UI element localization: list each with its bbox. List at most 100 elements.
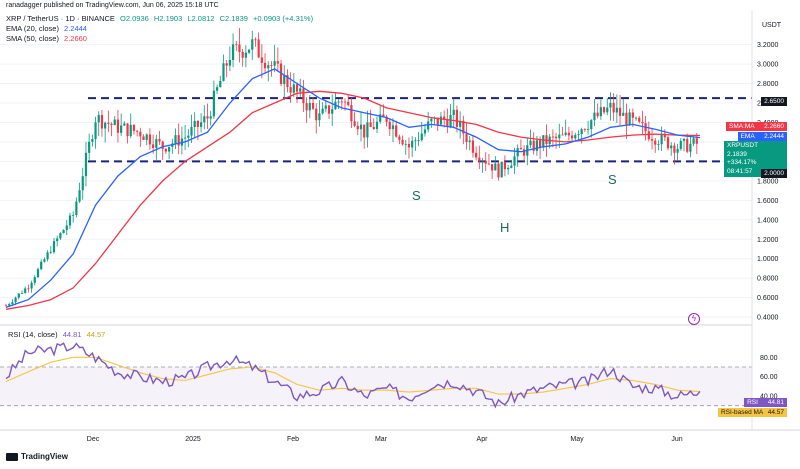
price-tick-label: 3.0000	[757, 62, 779, 69]
candle-body	[395, 125, 398, 137]
candle-body	[30, 282, 33, 289]
candle-body	[136, 130, 139, 132]
candle-body	[379, 114, 382, 122]
candle-body	[686, 138, 689, 152]
candle-body	[212, 90, 215, 117]
candle-body	[199, 122, 203, 127]
candle-body	[113, 119, 116, 126]
head-label: H	[500, 220, 510, 235]
price-axis: 3.20003.00002.80002.60002.40002.20002.00…	[757, 42, 779, 322]
publisher-line: ranadagger published on TradingView.com,…	[6, 2, 219, 9]
rsi-value: 44.81	[62, 330, 82, 339]
candle-body	[455, 109, 459, 127]
candle-body	[577, 134, 580, 135]
candle-body	[228, 59, 231, 66]
time-label: Mar	[375, 436, 388, 443]
candle-body	[660, 133, 663, 145]
ema-label: EMA (20, close)	[6, 24, 59, 33]
time-label: Jun	[671, 436, 682, 443]
candle-body	[491, 164, 494, 171]
candle-body	[650, 139, 654, 141]
candle-body	[68, 215, 72, 226]
candle-body	[606, 107, 609, 113]
candle-body	[100, 115, 104, 129]
candle-body	[519, 148, 523, 150]
events-icon[interactable]: ϟ	[688, 313, 700, 325]
candle-body	[104, 122, 107, 129]
candle-body	[596, 112, 599, 117]
footer-brand[interactable]: TradingView	[6, 452, 68, 461]
candle-body	[497, 163, 500, 178]
time-label: May	[570, 436, 584, 443]
resistance-tag: 2.6500	[761, 97, 787, 106]
sma-tag-label: SMA:MA	[729, 123, 755, 130]
candle-body	[628, 112, 631, 126]
rsi-legend[interactable]: RSI (14, close) 44.81 44.57	[8, 330, 108, 339]
time-label: Feb	[287, 436, 299, 443]
candle-body	[193, 120, 196, 127]
candle-body	[11, 302, 14, 305]
time-label: Dec	[87, 436, 100, 443]
candle-body	[8, 304, 11, 306]
candle-body	[484, 160, 487, 164]
candle-body	[523, 149, 526, 156]
candle-body	[142, 136, 145, 140]
candle-body	[84, 152, 88, 177]
legend-sma-row[interactable]: SMA (50, close) 2.2660	[6, 34, 90, 43]
candle-body	[612, 102, 615, 113]
candle-body	[679, 140, 682, 149]
candle-body	[305, 103, 308, 111]
candle-body	[196, 120, 199, 127]
sma-tag: SMA:MA 2.2660	[726, 122, 787, 131]
candle-body	[174, 135, 177, 144]
candle-body	[407, 143, 411, 148]
ohlc-open: O2.0936	[120, 14, 149, 23]
candle-body	[382, 114, 385, 117]
last-change: +334.17%	[727, 159, 757, 166]
candle-body	[676, 148, 679, 153]
candle-body	[289, 87, 292, 93]
last-price: 2.1839	[727, 150, 747, 158]
rsi-tag-label: RSI	[747, 399, 758, 406]
candle-body	[88, 141, 91, 153]
candle-body	[14, 297, 17, 303]
candle-body	[276, 61, 279, 64]
candle-body	[244, 52, 247, 58]
candle-body	[20, 292, 24, 294]
rsi-band	[0, 367, 752, 406]
candle-body	[340, 101, 343, 103]
candle-body	[388, 121, 391, 130]
candle-body	[33, 277, 36, 283]
candle-body	[302, 88, 305, 104]
candle-body	[190, 126, 193, 136]
candle-body	[273, 61, 276, 66]
candle-body	[129, 124, 132, 137]
price-tick-label: 1.2000	[757, 237, 779, 244]
candle-body	[116, 119, 120, 133]
time-axis: Dec 2025 Feb Mar Apr May Jun	[87, 436, 683, 443]
candle-body	[254, 39, 257, 41]
candle-body	[4, 305, 8, 307]
rsi-tick-label: 80.00	[760, 355, 778, 362]
candle-body	[542, 135, 545, 148]
candle-body	[535, 140, 538, 151]
candle-body	[459, 120, 462, 127]
candle-body	[475, 152, 478, 158]
candle-body	[538, 140, 542, 148]
candle-body	[468, 140, 471, 143]
ema-tag: EMA 2.2444	[737, 132, 787, 141]
candle-body	[439, 116, 443, 125]
candle-body	[545, 135, 548, 145]
rsi-ma-tag: RSI-based MA 44.57	[717, 408, 787, 417]
candle-body	[311, 102, 315, 109]
price-tick-label: 0.8000	[757, 276, 779, 283]
candle-body	[40, 261, 43, 270]
candle-body	[404, 143, 407, 145]
candle-body	[363, 124, 366, 138]
candle-body	[609, 102, 612, 108]
candle-body	[618, 107, 622, 116]
candle-body	[299, 88, 302, 92]
candle-body	[375, 121, 379, 130]
legend-ema-row[interactable]: EMA (20, close) 2.2444	[6, 24, 90, 33]
